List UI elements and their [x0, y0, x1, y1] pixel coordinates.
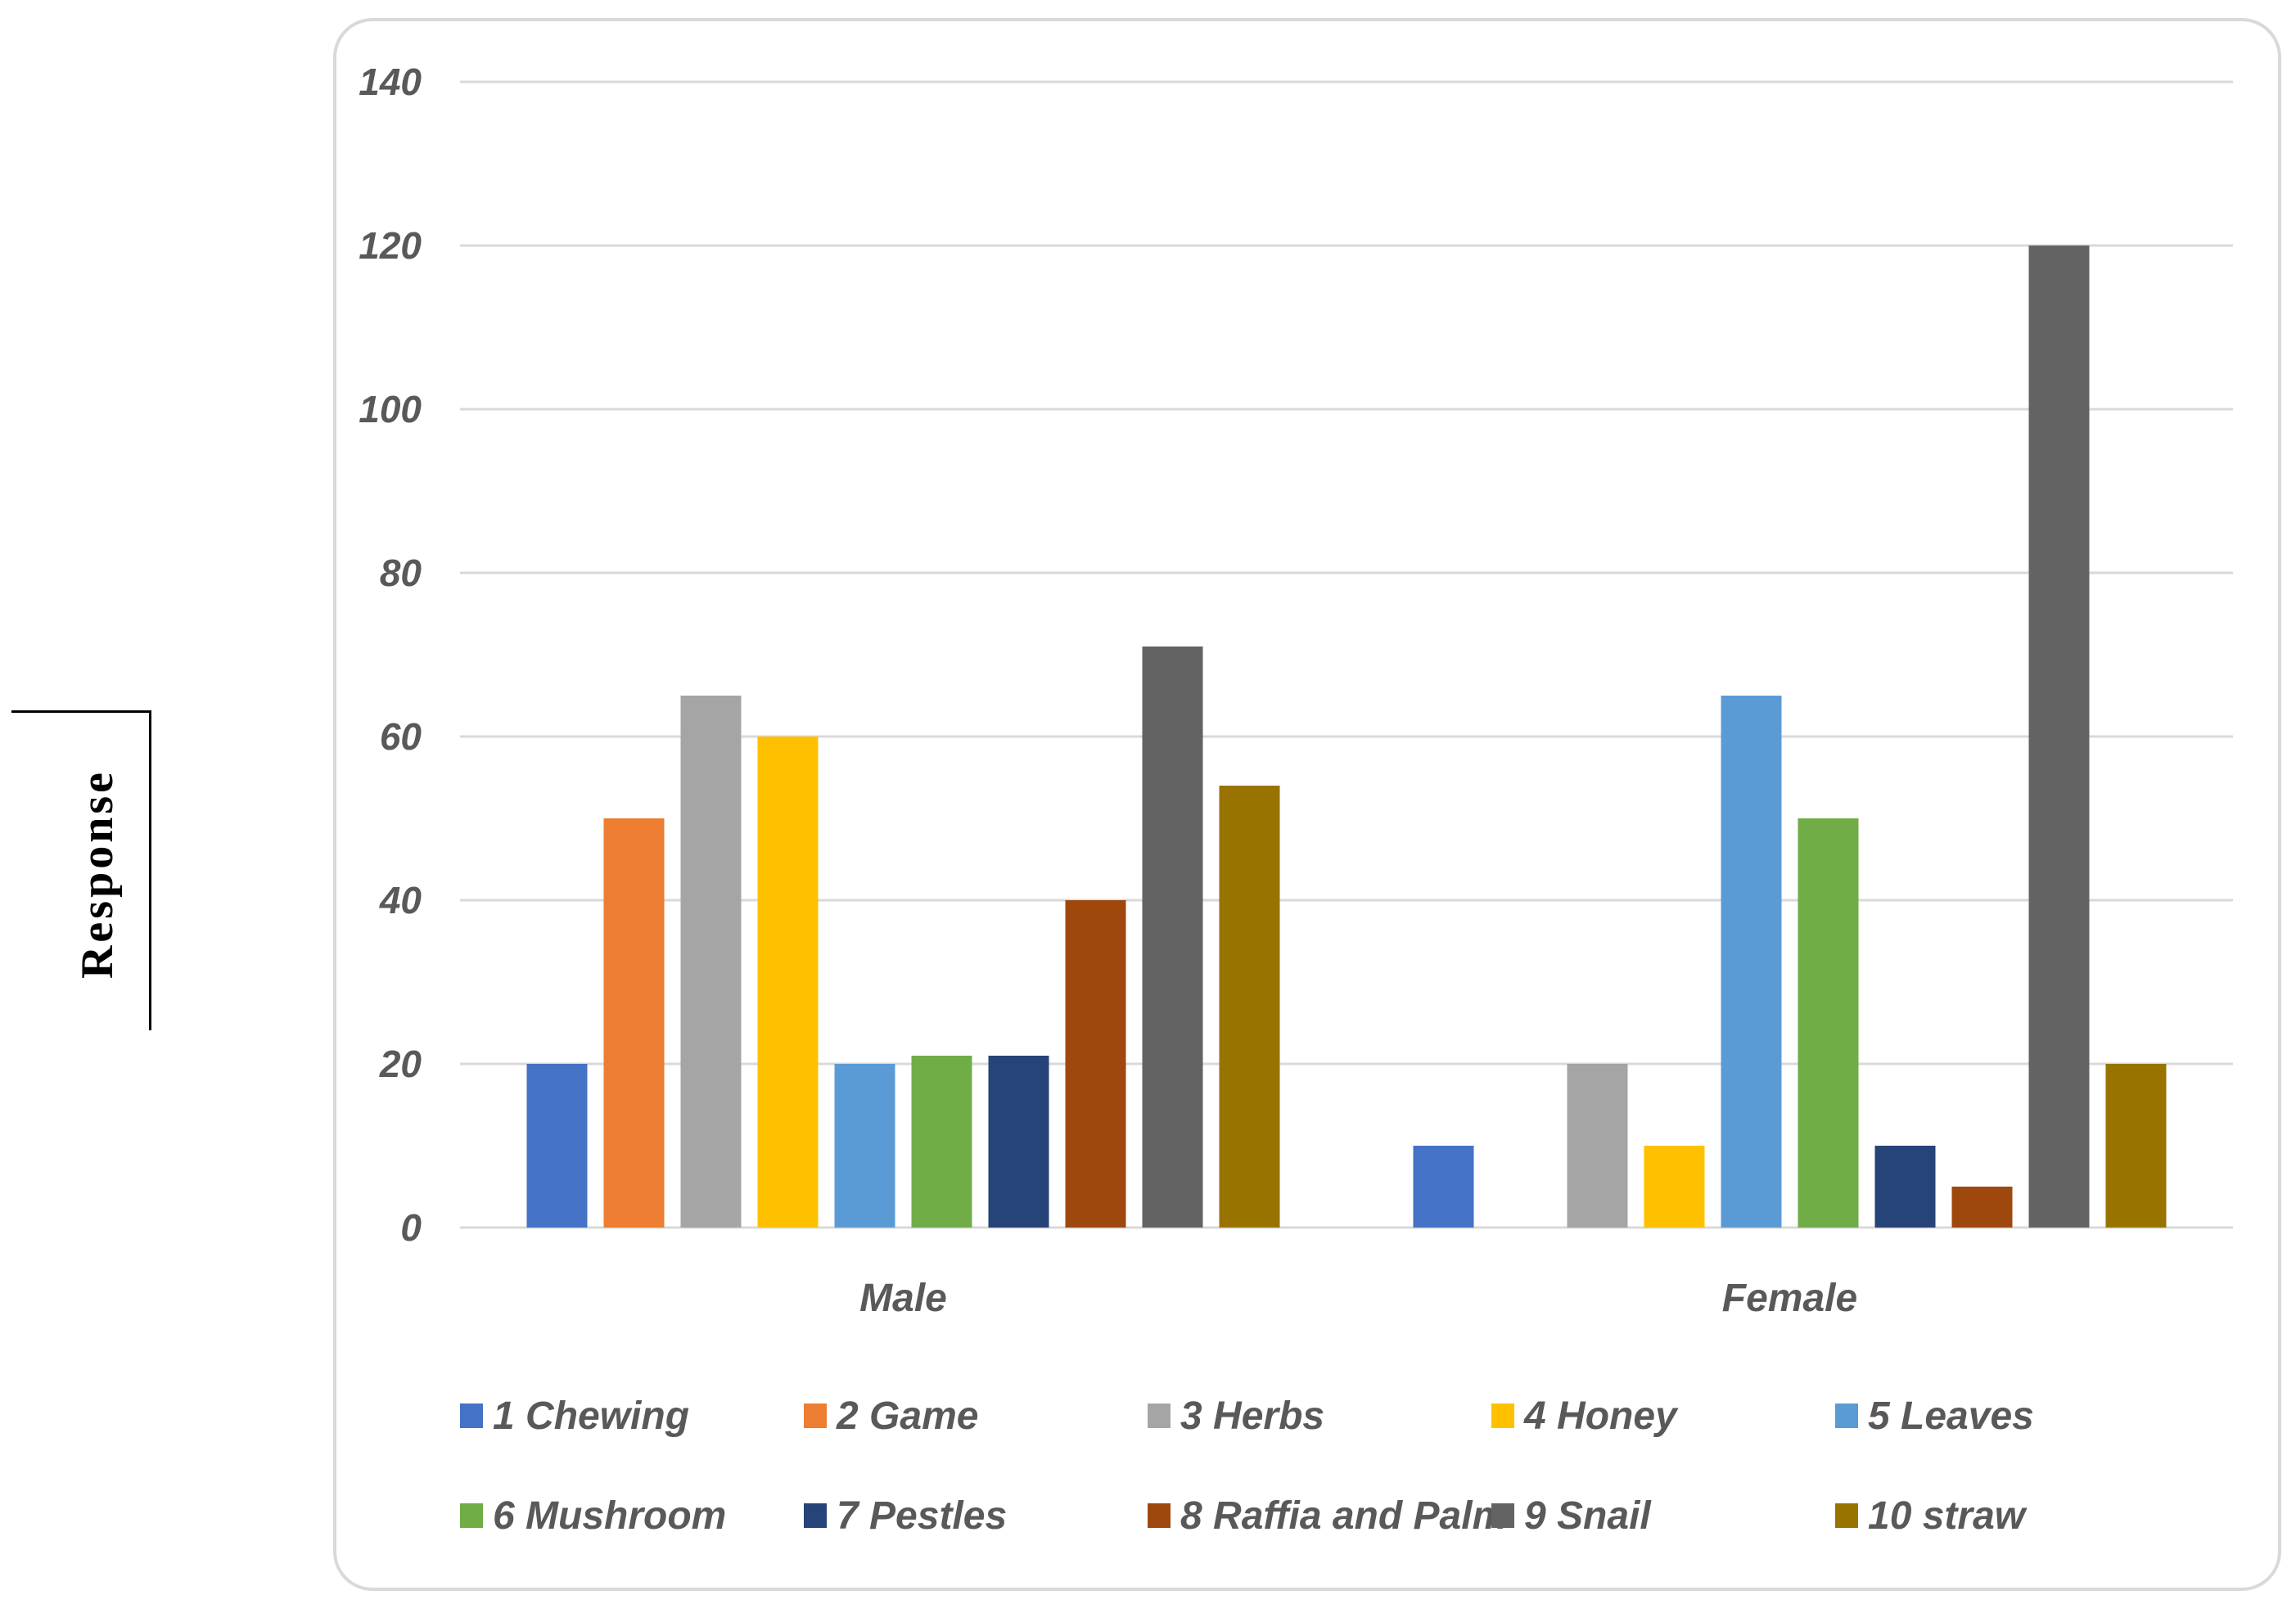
category-label-female: Female — [1722, 1277, 1857, 1320]
legend-label: 10 straw — [1868, 1494, 2028, 1538]
legend-label: 2 Game — [836, 1394, 978, 1438]
legend-label: 8 Raffia and Palm — [1180, 1494, 1507, 1538]
legend-item[interactable]: 8 Raffia and Palm — [1148, 1494, 1507, 1538]
bar-female-9 — [2028, 246, 2090, 1228]
bars — [526, 246, 2167, 1228]
y-tick-label: 120 — [359, 224, 422, 267]
legend-swatch — [1148, 1403, 1171, 1428]
bar-female-3 — [1567, 1064, 1628, 1228]
legend-swatch — [460, 1403, 483, 1428]
legend-label: 4 Honey — [1523, 1394, 1679, 1438]
legend-item[interactable]: 10 straw — [1835, 1494, 2028, 1538]
legend-item[interactable]: 1 Chewing — [460, 1394, 689, 1438]
legend-swatch — [1491, 1503, 1514, 1528]
y-tick-label: 20 — [379, 1043, 422, 1085]
bar-male-3 — [680, 696, 742, 1228]
legend-label: 5 Leaves — [1868, 1394, 2034, 1438]
bar-female-5 — [1721, 696, 1782, 1228]
bar-female-6 — [1798, 818, 1859, 1228]
y-tick-label: 0 — [400, 1206, 422, 1249]
legend-item[interactable]: 9 Snail — [1491, 1494, 1652, 1538]
y-tick-label: 60 — [380, 715, 422, 758]
y-axis-ticks: 0 20 40 60 80 100 120 140 — [359, 61, 422, 1249]
bar-male-4 — [757, 737, 819, 1228]
y-tick-label: 40 — [379, 879, 422, 921]
legend-label: 3 Herbs — [1180, 1394, 1324, 1438]
bar-female-7 — [1874, 1146, 1936, 1228]
bar-female-10 — [2105, 1064, 2167, 1228]
gridlines — [460, 80, 2233, 1229]
y-axis-label-bracket — [11, 710, 151, 1030]
bar-male-1 — [526, 1064, 588, 1228]
bar-male-9 — [1142, 647, 1203, 1228]
legend-item[interactable]: 2 Game — [804, 1394, 978, 1438]
y-tick-label: 100 — [359, 388, 422, 430]
legend-swatch — [460, 1503, 483, 1528]
x-axis-categories: Male Female — [859, 1277, 1857, 1320]
bar-female-1 — [1413, 1146, 1474, 1228]
y-tick-label: 80 — [380, 552, 422, 594]
legend-item[interactable]: 7 Pestles — [804, 1494, 1007, 1538]
legend-swatch — [1835, 1503, 1858, 1528]
bar-male-5 — [834, 1064, 895, 1228]
legend-label: 1 Chewing — [493, 1394, 689, 1438]
legend-label: 6 Mushroom — [493, 1494, 726, 1538]
bar-female-4 — [1644, 1146, 1705, 1228]
bar-female-8 — [1951, 1187, 2013, 1228]
legend[interactable]: 1 Chewing 2 Game 3 Herbs 4 Honey 5 Leaves 6 M… — [460, 1394, 2034, 1538]
legend-item[interactable]: 3 Herbs — [1148, 1394, 1324, 1438]
bar-male-7 — [988, 1056, 1049, 1228]
legend-swatch — [804, 1503, 827, 1528]
y-tick-label: 140 — [359, 61, 422, 103]
legend-swatch — [804, 1403, 827, 1428]
legend-swatch — [1491, 1403, 1514, 1428]
chart-frame — [333, 18, 2281, 1591]
y-axis-label-box: Response — [11, 710, 151, 1031]
bar-male-8 — [1065, 900, 1126, 1228]
bar-male-2 — [603, 818, 665, 1228]
legend-swatch — [1148, 1503, 1171, 1528]
legend-item[interactable]: 4 Honey — [1491, 1394, 1679, 1438]
bar-male-10 — [1219, 786, 1280, 1228]
legend-label: 7 Pestles — [837, 1494, 1007, 1538]
legend-label: 9 Snail — [1524, 1494, 1652, 1538]
bar-male-6 — [911, 1056, 972, 1228]
category-label-male: Male — [859, 1277, 947, 1320]
legend-item[interactable]: 6 Mushroom — [460, 1494, 726, 1538]
legend-item[interactable]: 5 Leaves — [1835, 1394, 2034, 1438]
legend-swatch — [1835, 1403, 1858, 1428]
